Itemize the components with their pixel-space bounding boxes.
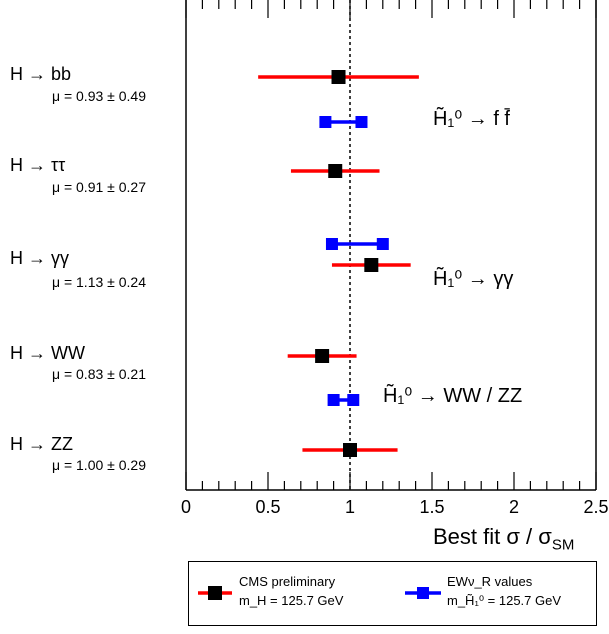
x-tick-label: 1 <box>345 497 355 517</box>
cms-marker <box>331 70 346 84</box>
mu-label-tautau: μ = 0.91 ± 0.27 <box>52 179 146 195</box>
x-tick-label: 0.5 <box>255 497 280 517</box>
ew-marker-high <box>376 238 389 250</box>
x-tick-label: 2.5 <box>583 497 608 517</box>
x-axis-title-main: Best fit σ / σ <box>433 524 552 549</box>
mu-label-ww: μ = 0.83 ± 0.21 <box>52 366 146 382</box>
annotation-ff: H̃₁⁰ → f f̄ <box>433 108 510 130</box>
mu-label-bb: μ = 0.93 ± 0.49 <box>52 88 146 104</box>
cms-marker <box>315 349 330 363</box>
category-label-gammagamma: H → γγ <box>10 248 70 268</box>
x-tick-label: 1.5 <box>419 497 444 517</box>
mu-label-zz: μ = 1.00 ± 0.29 <box>52 457 146 473</box>
category-label-zz: H → ZZ <box>10 434 73 454</box>
x-tick-label: 0 <box>181 497 191 517</box>
legend-ew-line1: EWν_R values <box>447 574 533 589</box>
annotation-wwzz: H̃₁⁰ → WW / ZZ <box>383 385 523 407</box>
category-label-ww: H → WW <box>10 343 85 363</box>
ew-marker-high <box>347 394 360 406</box>
legend-ew-marker <box>417 587 429 599</box>
ew-marker-high <box>355 116 368 128</box>
ew-marker-low <box>327 394 340 406</box>
x-axis-ticks: 0 0.5 1 1.5 2 2.5 <box>181 0 609 517</box>
x-axis-title: Best fit σ / σSM <box>433 524 574 553</box>
x-tick-label: 2 <box>509 497 519 517</box>
cms-marker <box>328 164 343 178</box>
legend-cms-line1: CMS preliminary <box>239 574 336 589</box>
legend-cms-marker <box>208 586 222 600</box>
ew-marker-low <box>319 116 332 128</box>
cms-marker <box>343 443 357 457</box>
legend-cms-line2: m_H = 125.7 GeV <box>239 593 344 608</box>
mu-label-gammagamma: μ = 1.13 ± 0.24 <box>52 274 146 290</box>
legend-ew-line2: m_H̃₁⁰ = 125.7 GeV <box>447 593 562 608</box>
plot-frame <box>185 0 597 491</box>
data-marks <box>258 70 419 457</box>
legend: CMS preliminary m_H = 125.7 GeV EWν_R va… <box>188 561 597 626</box>
cms-marker <box>364 258 379 272</box>
ew-marker-low <box>325 238 338 250</box>
category-label-tautau: H → ττ <box>10 155 66 175</box>
category-label-bb: H → bb <box>10 64 72 84</box>
annotation-gammagamma: H̃₁⁰ → γγ <box>433 268 514 290</box>
legend-marks <box>198 586 441 600</box>
x-axis-title-sub: SM <box>551 536 575 554</box>
